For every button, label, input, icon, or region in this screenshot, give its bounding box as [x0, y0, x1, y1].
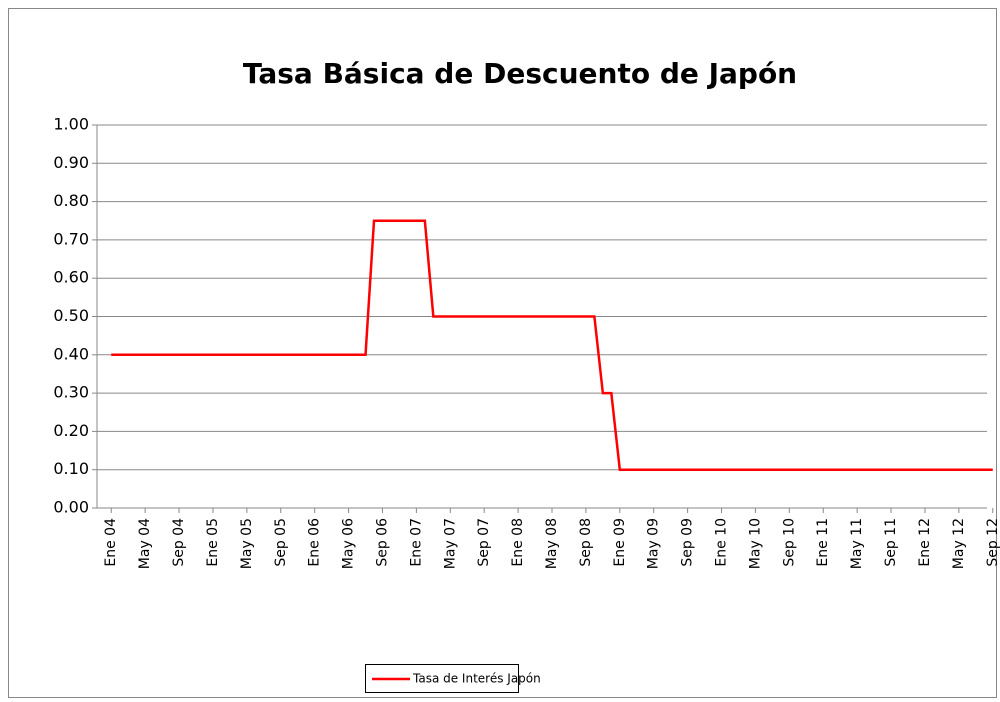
x-tick-label: May 09: [646, 518, 662, 569]
x-tick-label: Ene 10: [714, 518, 730, 567]
y-tick-label: 1.00: [53, 115, 89, 134]
x-tick-label: Sep 06: [374, 518, 390, 567]
x-tick-label: May 07: [442, 518, 458, 569]
x-tick-label: Ene 11: [815, 518, 831, 567]
x-tick-label: Ene 04: [103, 518, 119, 567]
y-tick-label: 0.10: [53, 459, 89, 478]
y-tick-label: 0.00: [53, 498, 89, 517]
line: [111, 219, 993, 471]
x-tick-label: Sep 10: [781, 518, 797, 567]
y-tick-label: 0.50: [53, 306, 89, 325]
y-tick-label: 0.90: [53, 153, 89, 172]
x-tick-label: Ene 05: [205, 518, 221, 567]
y-tick-label: 0.60: [53, 268, 89, 287]
x-tick-label: Ene 09: [612, 518, 628, 567]
x-tick-label: May 06: [341, 518, 357, 569]
x-tick-label: Ene 07: [408, 518, 424, 567]
y-tick-label: 0.80: [53, 191, 89, 210]
x-tick-label: Sep 09: [680, 518, 696, 567]
y-tick-label: 0.40: [53, 344, 89, 363]
x-tick-label: Ene 12: [917, 518, 933, 567]
legend-label: Tasa de Interés Japón: [412, 672, 541, 686]
x-tick-label: May 08: [544, 518, 560, 569]
x-tick-label: May 05: [239, 518, 255, 569]
x-tick-label: Sep 12: [985, 518, 1000, 567]
y-tick-label: 0.70: [53, 229, 89, 248]
x-tick-label: Sep 04: [171, 518, 187, 567]
x-tick-label: Sep 11: [883, 518, 899, 567]
x-tick-label: May 10: [747, 518, 763, 569]
x-tick-label: May 12: [951, 518, 967, 569]
x-tick-label: May 11: [849, 518, 865, 569]
y-tick-label: 0.20: [53, 421, 89, 440]
x-tick-label: Sep 07: [476, 518, 492, 567]
y-tick-label: 0.30: [53, 383, 89, 402]
x-tick-label: Ene 08: [510, 518, 526, 567]
chart-border: [8, 8, 997, 698]
x-tick-label: Ene 06: [307, 518, 323, 567]
x-tick-label: Sep 05: [273, 518, 289, 567]
x-tick-label: Sep 08: [578, 518, 594, 567]
chart-title: Tasa Básica de Descuento de Japón: [243, 57, 797, 90]
x-tick-label: May 04: [137, 518, 153, 569]
